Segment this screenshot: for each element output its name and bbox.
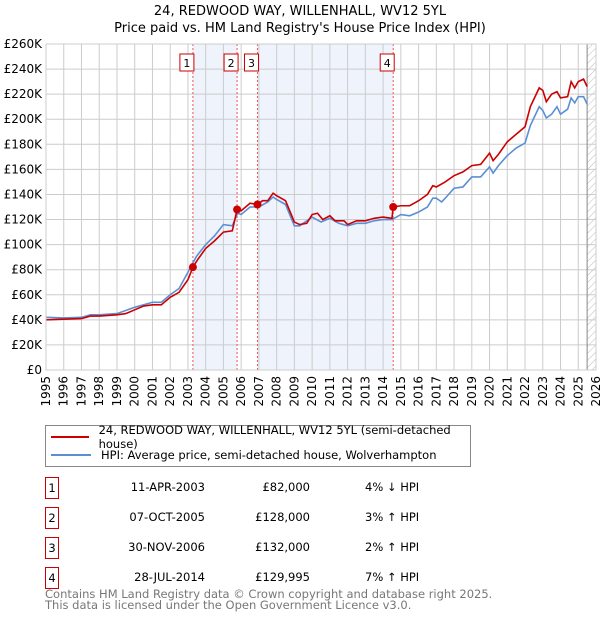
sale-point	[188, 263, 197, 272]
x-tick-label: 2012	[341, 376, 355, 407]
sale-date: 28-JUL-2014	[134, 570, 205, 584]
legend-swatch-property	[51, 436, 89, 438]
chart-subtitle: Price paid vs. HM Land Registry's House …	[114, 21, 486, 36]
sale-label-box	[223, 53, 239, 72]
sale-row: 4 28-JUL-2014 £129,995 7% ↑ HPI	[45, 567, 445, 589]
x-tick-label: 2014	[376, 376, 390, 407]
sale-price: £129,995	[255, 570, 310, 584]
y-tick-label: £20K	[11, 338, 43, 352]
x-tick-label: 2017	[429, 376, 443, 407]
x-tick-label: 2013	[358, 376, 372, 407]
sale-row: 2 07-OCT-2005 £128,000 3% ↑ HPI	[45, 507, 445, 529]
sale-hpi-diff: 7% ↑ HPI	[365, 570, 420, 584]
legend-swatch-hpi	[51, 454, 91, 456]
footer: Contains HM Land Registry data © Crown c…	[45, 587, 493, 612]
chart-title: 24, REDWOOD WAY, WILLENHALL, WV12 5YL	[153, 4, 447, 19]
sale-label-box	[243, 53, 259, 72]
y-tick-label: £120K	[4, 213, 44, 227]
x-tick-label: 2021	[500, 376, 514, 407]
y-tick-label: £60K	[11, 288, 43, 302]
x-tick-label: 2025	[571, 376, 585, 407]
x-tick-label: 2000	[128, 376, 142, 407]
x-tick-label: 1997	[74, 376, 88, 407]
sale-label: 1	[183, 57, 190, 70]
sale-point	[253, 200, 262, 209]
x-tick-label: 2003	[181, 376, 195, 407]
footer-line-2: This data is licensed under the Open Gov…	[45, 598, 412, 612]
sale-label-box	[379, 53, 395, 72]
shaded-range	[192, 44, 238, 370]
y-tick-label: £160K	[4, 162, 44, 176]
x-tick-label: 2008	[270, 376, 284, 407]
x-tick-label: 2020	[483, 376, 497, 407]
x-tick-label: 2015	[394, 376, 408, 407]
sale-point	[389, 203, 398, 212]
x-tick-label: 1995	[39, 376, 53, 407]
sale-hpi-diff: 2% ↑ HPI	[365, 540, 420, 554]
x-tick-label: 2001	[145, 376, 159, 407]
x-tick-label: 2010	[305, 376, 319, 407]
legend-label-hpi: HPI: Average price, semi-detached house,…	[101, 448, 437, 462]
sale-price: £82,000	[262, 480, 310, 494]
sale-date: 07-OCT-2005	[129, 510, 205, 524]
property-price-line	[45, 78, 588, 321]
x-tick-label: 2023	[536, 376, 550, 407]
sale-number-badge: 1	[45, 477, 59, 499]
x-tick-label: 2026	[589, 376, 600, 407]
x-tick-label: 1999	[110, 376, 124, 407]
x-tick-label: 2018	[447, 376, 461, 407]
x-tick-label: 2006	[234, 376, 248, 407]
x-tick-label: 2005	[216, 376, 230, 407]
legend: 24, REDWOOD WAY, WILLENHALL, WV12 5YL (s…	[45, 423, 471, 467]
x-tick-label: 2004	[199, 376, 213, 407]
sale-hpi-diff: 4% ↓ HPI	[365, 480, 420, 494]
sale-price: £132,000	[255, 540, 310, 554]
x-tick-label: 2024	[554, 376, 568, 407]
footer-line-1: Contains HM Land Registry data © Crown c…	[45, 587, 493, 601]
y-tick-label: £240K	[4, 62, 44, 76]
y-tick-label: £180K	[4, 137, 44, 151]
sale-point	[233, 205, 242, 214]
sale-row: 1 11-APR-2003 £82,000 4% ↓ HPI	[45, 477, 445, 499]
sale-row: 3 30-NOV-2006 £132,000 2% ↑ HPI	[45, 537, 445, 559]
sale-hpi-diff: 3% ↑ HPI	[365, 510, 420, 524]
x-tick-label: 1996	[57, 376, 71, 407]
sale-label: 4	[384, 57, 391, 70]
y-tick-label: £0	[27, 363, 42, 377]
y-tick-label: £40K	[11, 313, 43, 327]
sale-number-badge: 2	[45, 507, 59, 529]
x-tick-label: 2002	[163, 376, 177, 407]
forecast-hatch	[587, 44, 596, 370]
y-tick-label: £140K	[4, 187, 44, 201]
x-tick-label: 2022	[518, 376, 532, 407]
sale-label-box	[179, 53, 195, 72]
x-tick-label: 2016	[412, 376, 426, 407]
sale-date: 11-APR-2003	[130, 480, 205, 494]
sale-label: 3	[248, 57, 255, 70]
sale-label: 2	[228, 57, 235, 70]
y-tick-label: £220K	[4, 87, 44, 101]
legend-label-property: 24, REDWOOD WAY, WILLENHALL, WV12 5YL (s…	[98, 423, 451, 451]
y-tick-label: £260K	[4, 37, 44, 51]
y-tick-label: £200K	[4, 112, 44, 126]
shaded-range	[257, 44, 394, 370]
x-tick-label: 1998	[92, 376, 106, 407]
sale-price: £128,000	[255, 510, 310, 524]
x-tick-label: 2009	[287, 376, 301, 407]
price-chart: £0 £20K £40K £60K £80K £100K £120K £140K £160K £1…	[4, 37, 600, 407]
y-tick-label: £80K	[11, 263, 43, 277]
y-tick-label: £100K	[4, 238, 44, 252]
sale-number-badge: 3	[45, 537, 59, 559]
x-tick-label: 2007	[252, 376, 266, 407]
sale-number-badge: 4	[45, 567, 59, 589]
x-tick-label: 2019	[465, 376, 479, 407]
sale-date: 30-NOV-2006	[128, 540, 205, 554]
plot-frame	[45, 43, 597, 371]
x-tick-label: 2011	[323, 376, 337, 407]
